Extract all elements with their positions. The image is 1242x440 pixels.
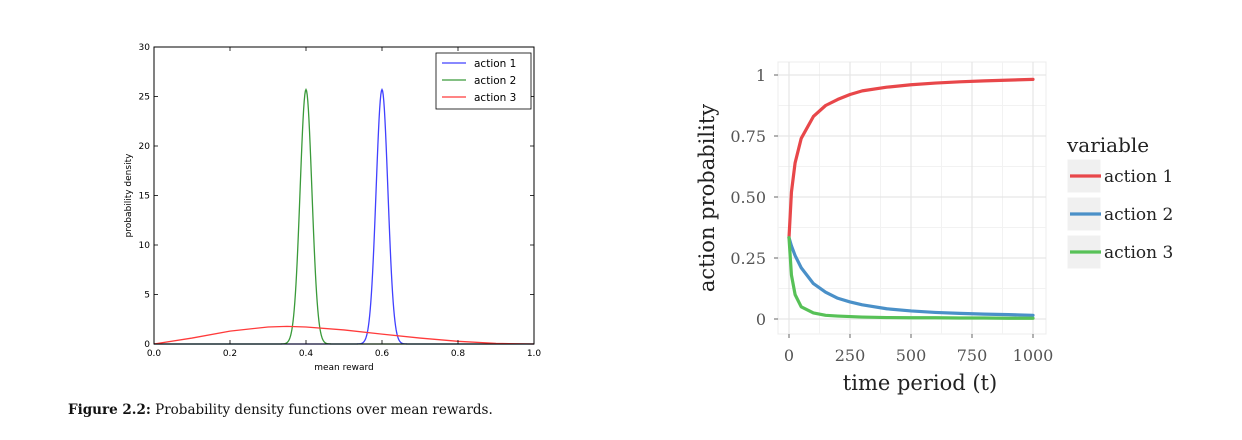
c2-x-tick-label: 750: [957, 346, 988, 365]
c1-y-tick-label: 30: [139, 43, 151, 53]
c1-y-tick-label: 20: [139, 142, 151, 152]
c2-x-tick-label: 500: [896, 346, 927, 365]
c1-x-tick-label: 0.8: [451, 349, 466, 359]
c2-series-line-1: [787, 77, 1035, 240]
c2-legend-title: variable: [1066, 133, 1149, 157]
c2-series-line-3: [787, 236, 1035, 320]
c2-legend-label: action 2: [1104, 205, 1173, 225]
c2-y-tick-label: 0.75: [730, 127, 766, 146]
caption-label: Figure 2.2:: [68, 402, 151, 418]
c1-y-axis-label: probability density: [124, 153, 134, 238]
c1-series-line-1: [154, 88, 534, 345]
c2-x-tick-label: 1000: [1013, 346, 1054, 365]
c1-series-line-2: [154, 88, 534, 345]
c1-y-tick-label: 25: [139, 93, 150, 103]
c1-legend-label: action 2: [474, 75, 516, 87]
c2-x-tick-label: 0: [784, 346, 794, 365]
c1-x-tick-label: 0.0: [147, 349, 162, 359]
c1-y-tick-label: 15: [139, 192, 150, 202]
c2-y-axis-label: action probability: [695, 104, 719, 292]
c2-y-tick-label: 0: [756, 310, 766, 329]
c1-legend-label: action 3: [474, 92, 516, 104]
c1-legend-box: [435, 52, 532, 110]
c2-y-tick-label: 1: [756, 66, 766, 85]
c2-x-axis-label: time period (t): [843, 371, 997, 395]
c2-series-line-2: [787, 236, 1035, 317]
c1-legend-label: action 1: [474, 58, 516, 70]
c2-y-tick-label: 0.50: [730, 188, 766, 207]
c1-series-line-3: [153, 325, 535, 345]
c2-y-tick-label: 0.25: [730, 249, 766, 268]
c2-legend-label: action 1: [1104, 167, 1173, 187]
c1-y-tick-label: 5: [144, 291, 150, 301]
figure-caption: Figure 2.2: Probability density function…: [68, 402, 493, 418]
c2-x-tick-label: 250: [835, 346, 866, 365]
c2-plot-panel: [777, 61, 1047, 335]
c1-x-tick-label: 0.6: [375, 349, 390, 359]
c1-y-tick-label: 10: [139, 241, 151, 251]
c1-x-tick-label: 1.0: [527, 349, 542, 359]
caption-text: Probability density functions over mean …: [155, 402, 493, 418]
c1-x-tick-label: 0.4: [299, 349, 314, 359]
c1-x-axis-label: mean reward: [314, 363, 374, 373]
c1-y-tick-label: 0: [144, 340, 150, 350]
c2-legend-label: action 3: [1104, 243, 1173, 263]
c1-x-tick-label: 0.2: [223, 349, 237, 359]
